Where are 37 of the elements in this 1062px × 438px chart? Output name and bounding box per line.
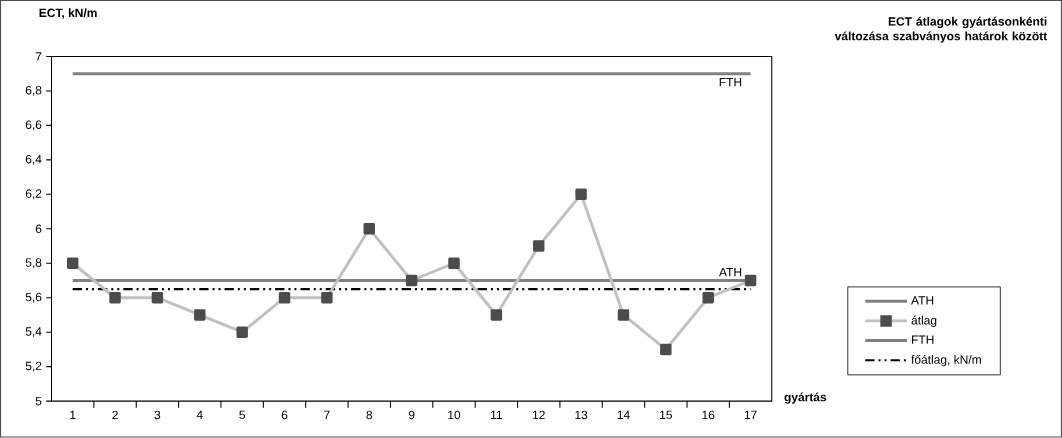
y-tick-label: 6,2 (25, 189, 42, 200)
annotation: ATH (719, 268, 742, 277)
x-tick-label: 13 (575, 410, 588, 420)
x-tick-label: 4 (196, 410, 203, 420)
x-tick-label: 9 (408, 410, 415, 420)
x-tick-label: 16 (702, 410, 715, 420)
text: ECT átlagok gyártásonkénti változása szabványos határok között (834, 16, 1048, 43)
y-tick-label: 5,6 (25, 292, 42, 303)
legend-label: átlag (911, 315, 937, 328)
y-tick-label: 6,8 (25, 86, 42, 97)
y-axis-title: ECT, kN/m (39, 8, 97, 19)
x-tick-label: 10 (448, 410, 461, 420)
y-tick-label: 5,2 (25, 361, 42, 372)
y-tick-label: 5 (35, 397, 42, 406)
y-tick-label: 5,4 (25, 327, 42, 338)
x-tick-label: 2 (112, 410, 118, 420)
legend-label: FTH (912, 335, 934, 344)
legend-label: főátlag, kN/m (911, 355, 981, 367)
x-tick-label: 1 (70, 410, 76, 420)
y-tick-label: 6 (35, 224, 42, 234)
x-tick-label: 15 (660, 410, 672, 420)
x-tick-label: 11 (491, 410, 502, 420)
x-tick-label: 14 (617, 410, 630, 420)
y-tick-label: 5,8 (25, 258, 42, 269)
legend-label: ATH (911, 296, 934, 305)
y-tick-label: 6,4 (25, 155, 42, 165)
x-tick-label: 6 (281, 410, 288, 420)
x-tick-label: 5 (239, 410, 245, 420)
x-tick-label: 7 (324, 410, 330, 420)
x-tick-label: 8 (366, 410, 373, 420)
x-tick-label: 3 (154, 410, 161, 420)
y-tick-label: 7 (35, 52, 42, 61)
x-tick-label: 12 (532, 410, 545, 420)
annotation: FTH (719, 78, 742, 87)
y-tick-label: 6,6 (25, 120, 42, 131)
x-tick-label: 17 (744, 410, 757, 420)
x-axis-title: gyártás (784, 392, 827, 404)
